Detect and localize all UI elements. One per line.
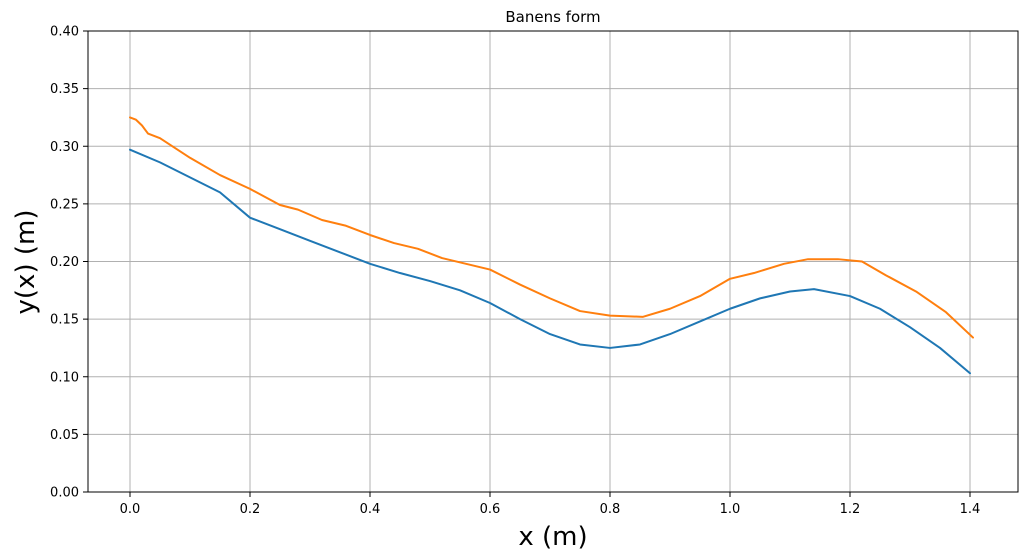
x-tick-label: 0.8: [600, 502, 621, 517]
x-tick-label: 0.0: [120, 502, 141, 517]
y-tick-label: 0.15: [50, 313, 79, 328]
series-layer: [129, 116, 974, 375]
x-tick-label: 1.4: [960, 502, 981, 517]
y-tick-label: 0.05: [50, 428, 79, 443]
y-tick-label: 0.25: [50, 197, 79, 212]
y-tick-label: 0.30: [50, 140, 79, 155]
grid: [88, 30, 1018, 493]
y-tick-label: 0.40: [50, 25, 79, 40]
x-tick-label: 1.2: [840, 502, 861, 517]
y-tick-label: 0.35: [50, 82, 79, 97]
y-tick-label: 0.00: [50, 486, 79, 501]
series-line-2: [129, 116, 974, 339]
y-axis-label: y(x) (m): [11, 210, 41, 315]
x-tick-label: 0.4: [360, 502, 381, 517]
x-tick-label: 1.0: [720, 502, 741, 517]
x-tick-label: 0.2: [240, 502, 261, 517]
x-axis: 0.0 0.2 0.4 0.6 0.8 1.0 1.2 1.4: [120, 492, 981, 517]
chart-title: Banens form: [505, 8, 600, 26]
y-axis: 0.00 0.05 0.10 0.15 0.20 0.25 0.30 0.35 0.40: [50, 25, 88, 501]
y-tick-label: 0.10: [50, 370, 79, 385]
x-tick-label: 0.6: [480, 502, 501, 517]
y-tick-label: 0.20: [50, 255, 79, 270]
x-axis-label: x (m): [518, 522, 587, 552]
series-line-1: [129, 148, 971, 375]
